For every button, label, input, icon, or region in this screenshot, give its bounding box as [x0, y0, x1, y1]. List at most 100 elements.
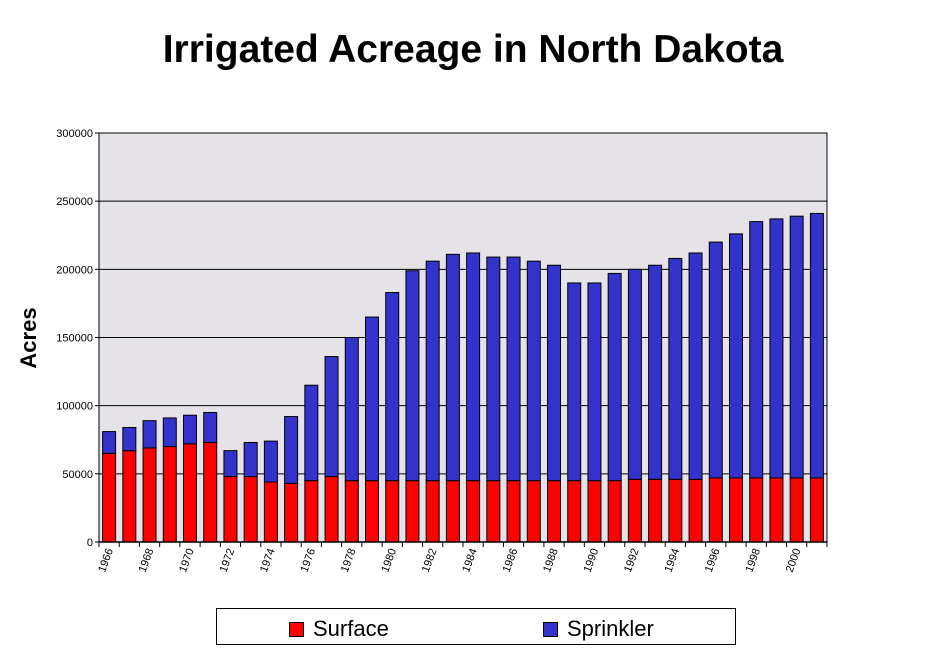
bar-surface-1981 [405, 480, 420, 543]
legend-item-sprinkler: Sprinkler [543, 616, 654, 642]
bar-sprinkler-1969 [162, 417, 177, 448]
bar-surface-1971 [203, 441, 218, 543]
bar-surface-1999 [769, 477, 784, 543]
bar-surface-2000 [789, 477, 804, 543]
bar-sprinkler-1979 [365, 316, 379, 482]
bar-surface-1979 [365, 480, 379, 543]
y-tick-label: 200000 [56, 264, 93, 276]
bar-surface-1997 [729, 477, 743, 543]
x-tick-label: 1980 [379, 547, 399, 574]
y-tick-label: 250000 [56, 196, 93, 208]
bar-sprinkler-1981 [405, 270, 420, 482]
x-tick-label: 1984 [460, 547, 480, 574]
bar-surface-1985 [486, 480, 501, 543]
bar-surface-1991 [607, 480, 622, 543]
bar-sprinkler-1977 [324, 356, 339, 478]
bar-surface-1988 [547, 480, 561, 543]
bar-sprinkler-1975 [284, 416, 299, 484]
bar-surface-1992 [627, 478, 642, 543]
bar-surface-1968 [142, 447, 157, 543]
bar-surface-1984 [466, 480, 481, 543]
bar-surface-1967 [122, 450, 137, 543]
x-tick-label: 1974 [258, 547, 278, 574]
bar-surface-1986 [506, 480, 521, 543]
x-tick-label: 1978 [339, 547, 359, 574]
bar-sprinkler-1983 [445, 253, 460, 482]
bar-sprinkler-1994 [668, 257, 683, 480]
bar-sprinkler-1984 [466, 252, 481, 482]
y-tick-label: 50000 [62, 469, 93, 481]
bar-surface-1990 [587, 480, 602, 543]
bar-surface-1983 [445, 480, 460, 543]
bar-surface-1973 [243, 476, 258, 543]
bar-surface-1978 [344, 480, 359, 543]
bar-surface-1976 [304, 480, 319, 543]
x-tick-label: 2000 [784, 547, 804, 574]
bar-sprinkler-1970 [183, 414, 197, 445]
bar-sprinkler-1980 [385, 292, 400, 482]
bar-sprinkler-1973 [243, 441, 258, 478]
bar-sprinkler-1997 [729, 233, 743, 479]
x-tick-label: 1976 [299, 547, 319, 574]
bar-sprinkler-1967 [122, 426, 137, 452]
x-tick-label: 1994 [663, 547, 683, 574]
bar-surface-1995 [688, 478, 703, 543]
bar-surface-1994 [668, 478, 683, 543]
legend-item-surface: Surface [289, 616, 389, 642]
bar-sprinkler-1999 [769, 218, 784, 479]
bar-surface-1993 [648, 478, 663, 543]
bar-surface-1975 [284, 482, 299, 543]
bar-sprinkler-1987 [526, 260, 541, 482]
x-tick-label: 1988 [541, 547, 561, 574]
bar-sprinkler-1991 [607, 272, 622, 482]
x-tick-label: 1986 [501, 547, 521, 574]
y-tick-label: 150000 [56, 333, 93, 345]
y-tick-label: 100000 [56, 401, 93, 413]
x-tick-label: 1968 [137, 547, 157, 574]
y-tick-label: 300000 [56, 128, 93, 140]
bar-sprinkler-1996 [708, 241, 723, 479]
x-tick-label: 1966 [96, 547, 116, 574]
bar-sprinkler-1978 [344, 337, 359, 482]
x-tick-label: 1982 [420, 547, 440, 574]
chart-title: Irrigated Acreage in North Dakota [162, 28, 784, 71]
bar-sprinkler-1968 [142, 420, 157, 449]
x-tick-label: 1970 [177, 547, 197, 574]
bar-surface-1998 [749, 477, 764, 543]
bar-surface-1974 [263, 481, 278, 543]
bar-sprinkler-1993 [648, 264, 663, 480]
bar-surface-1972 [223, 476, 238, 543]
bar-sprinkler-1972 [223, 450, 238, 478]
bar-sprinkler-1974 [263, 440, 278, 483]
bar-surface-1970 [183, 443, 197, 543]
bar-sprinkler-1971 [203, 411, 218, 443]
bar-surface-1987 [526, 480, 541, 543]
legend-swatch-surface [289, 621, 304, 637]
bar-surface-1996 [708, 477, 723, 543]
x-tick-label: 1998 [743, 547, 763, 574]
bar-sprinkler-1982 [425, 260, 440, 482]
legend: Surface Sprinkler [216, 608, 736, 645]
bar-sprinkler-1998 [749, 221, 764, 479]
legend-swatch-sprinkler [543, 621, 558, 637]
legend-label-sprinkler: Sprinkler [567, 616, 654, 641]
bar-surface-1982 [425, 480, 440, 543]
x-tick-label: 1992 [622, 547, 642, 574]
bar-surface-1977 [324, 476, 339, 543]
bar-sprinkler-1992 [627, 268, 642, 480]
x-tick-label: 1990 [582, 547, 602, 574]
bar-surface-1969 [162, 446, 177, 543]
bar-surface-1966 [102, 452, 117, 543]
bar-sprinkler-1988 [547, 264, 561, 482]
legend-label-surface: Surface [313, 616, 389, 641]
bar-sprinkler-2000 [789, 215, 804, 479]
bar-surface-2001 [809, 477, 824, 543]
x-tick-label: 1996 [703, 547, 723, 574]
x-tick-label: 1972 [218, 547, 238, 574]
bar-sprinkler-1989 [567, 282, 582, 482]
bar-sprinkler-1985 [486, 256, 501, 482]
bar-sprinkler-1966 [102, 431, 117, 454]
bar-sprinkler-1976 [304, 384, 319, 482]
bar-surface-1989 [567, 480, 582, 543]
